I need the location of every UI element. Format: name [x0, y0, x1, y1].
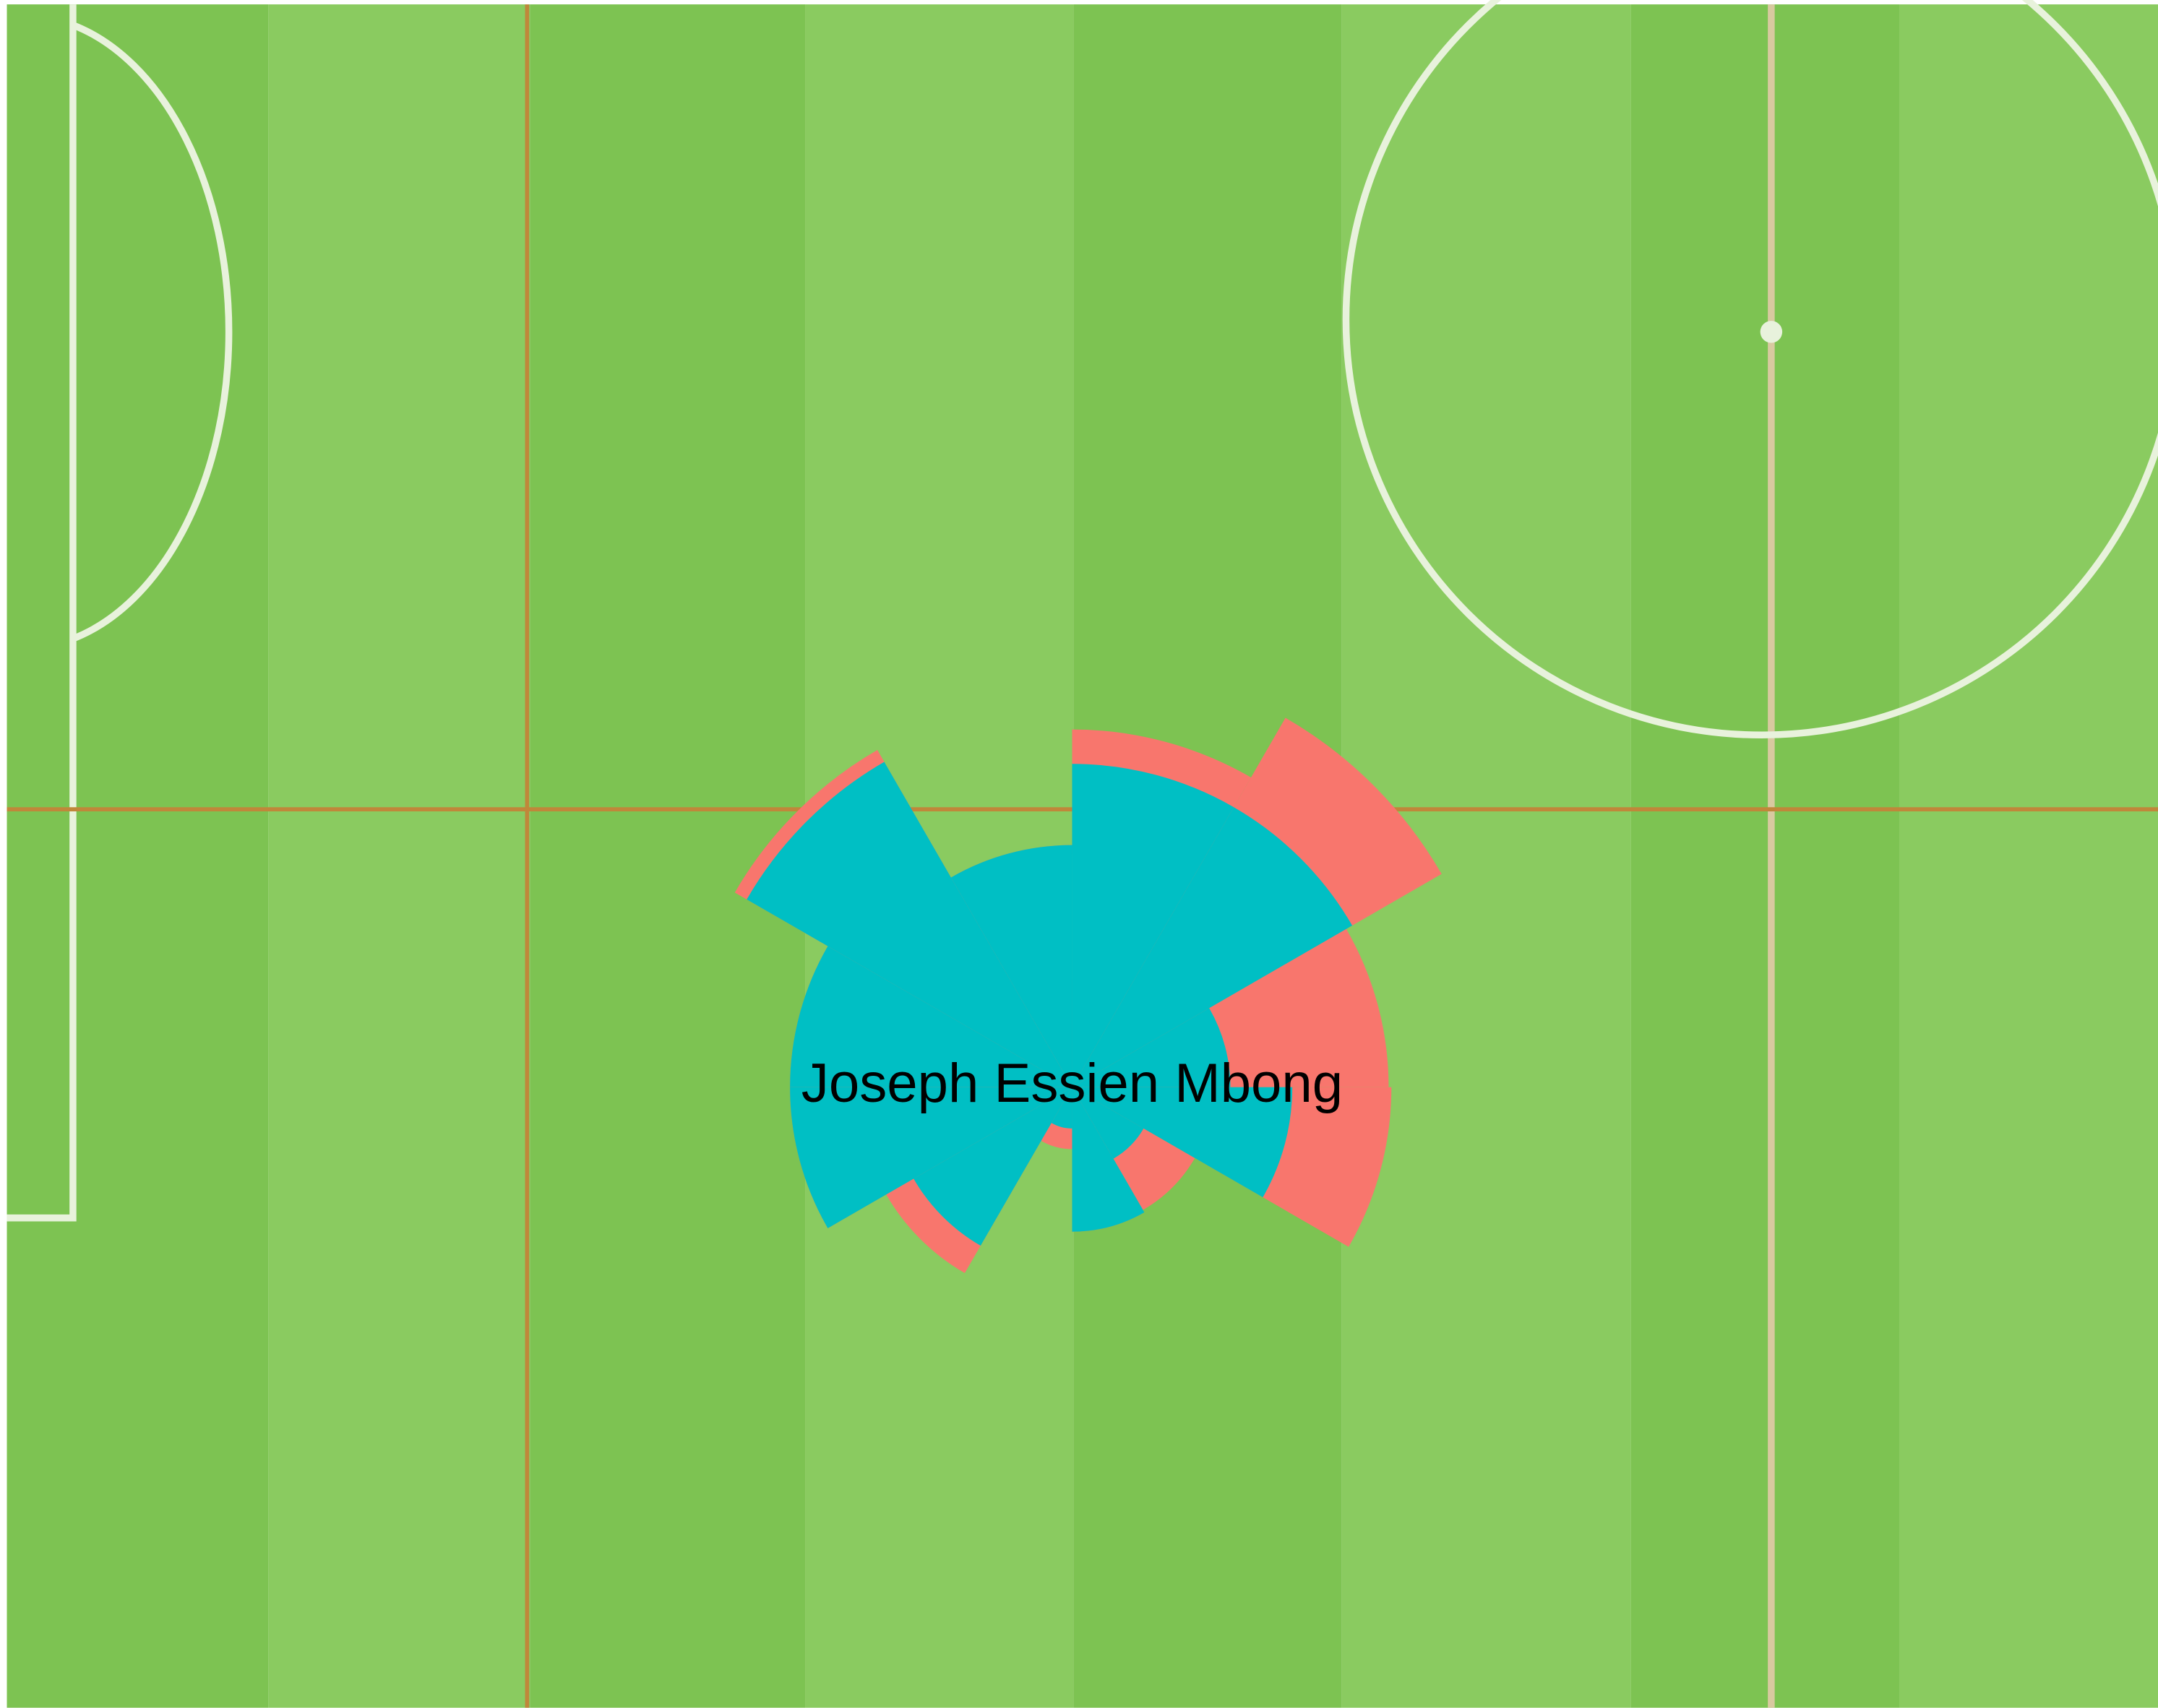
penalty-arc [72, 22, 233, 642]
sector [914, 1087, 1072, 1246]
sectors [734, 717, 1442, 1274]
sector [1072, 1087, 1144, 1159]
stripe [7, 4, 269, 1708]
stripe [1630, 4, 1899, 1708]
centre-spot [1760, 321, 1783, 343]
sector [1072, 1087, 1293, 1198]
sector [790, 946, 1072, 1087]
sector [1072, 807, 1353, 1087]
stripe [268, 4, 530, 1708]
sector [1051, 1087, 1072, 1129]
player-name: Joseph Essien Mbong [801, 1053, 1343, 1114]
sector [1072, 1008, 1231, 1087]
sector [950, 845, 1072, 1087]
sector [1072, 764, 1234, 1087]
centre-circle [1342, 0, 2158, 738]
sector [790, 1087, 1072, 1228]
pitch-lines [7, 0, 2158, 1708]
penalty-box [7, 4, 77, 1222]
sector [1072, 1087, 1145, 1232]
sector [747, 762, 1072, 1087]
stripe [1899, 4, 2158, 1708]
